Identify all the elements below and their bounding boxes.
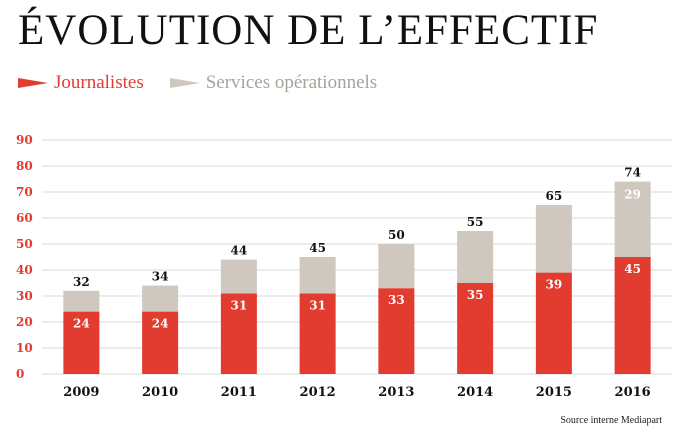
data-label-journalistes-2014: 35 [467,288,484,302]
bar-journalistes-2009 [63,311,100,374]
source-note: Source interne Mediapart [560,415,662,426]
bar-services-2009 [63,290,100,312]
y-tick-label-50: 50 [16,237,33,251]
total-label-2014: 55 [467,215,484,229]
bar-journalistes-2014 [457,283,494,374]
bar-services-2011 [220,259,257,294]
x-tick-label-2014: 2014 [457,385,493,400]
y-tick-label-80: 80 [16,159,33,173]
total-label-2011: 44 [231,244,248,258]
y-tick-label-30: 30 [16,289,33,303]
total-label-2009: 32 [73,275,90,289]
legend: Journalistes Services opérationnels [18,72,403,94]
data-label-services-2016: 29 [624,188,641,202]
bar-services-2010 [142,285,179,312]
total-label-2013: 50 [388,228,405,242]
x-tick-label-2010: 2010 [142,385,178,400]
legend-label-journalistes: Journalistes [54,72,144,93]
bar-journalistes-2016 [614,257,651,374]
bar-services-2012 [299,257,336,294]
bar-journalistes-2012 [299,293,336,374]
y-tick-label-90: 90 [16,133,33,147]
x-tick-label-2009: 2009 [63,385,99,400]
data-label-journalistes-2013: 33 [388,293,405,307]
y-tick-label-20: 20 [16,315,33,329]
data-label-journalistes-2015: 39 [546,278,563,292]
data-label-journalistes-2011: 31 [231,298,248,312]
legend-item-services: Services opérationnels [169,72,378,94]
bar-services-2014 [457,231,494,283]
bar-journalistes-2013 [378,288,415,374]
bar-services-2015 [535,205,572,273]
total-label-2016: 74 [624,166,641,180]
total-label-2012: 45 [309,241,326,255]
chart-title: ÉVOLUTION DE L’EFFECTIF [18,7,599,54]
legend-marker-services [169,78,200,88]
total-label-2010: 34 [152,270,169,284]
x-tick-label-2011: 2011 [221,385,257,400]
legend-label-services: Services opérationnels [205,72,378,93]
legend-item-journalistes: Journalistes [18,72,144,94]
data-label-journalistes-2010: 24 [152,317,169,331]
bar-journalistes-2010 [142,311,179,374]
y-tick-label-10: 10 [16,341,33,355]
legend-marker-journalistes [18,78,48,88]
x-tick-label-2016: 2016 [615,385,651,400]
y-tick-label-0: 0 [16,367,24,381]
y-tick-label-70: 70 [16,185,33,199]
data-label-journalistes-2012: 31 [309,298,326,312]
data-label-journalistes-2009: 24 [73,317,90,331]
x-tick-label-2015: 2015 [536,385,572,400]
x-tick-label-2013: 2013 [378,385,414,400]
bar-services-2016 [614,181,651,257]
total-label-2015: 65 [546,189,563,203]
bar-journalistes-2011 [220,293,257,374]
bar-services-2013 [378,244,415,289]
bar-journalistes-2015 [535,272,572,374]
data-label-journalistes-2016: 45 [624,262,641,276]
y-tick-label-60: 60 [16,211,33,225]
y-tick-label-40: 40 [16,263,33,277]
x-tick-label-2012: 2012 [300,385,336,400]
